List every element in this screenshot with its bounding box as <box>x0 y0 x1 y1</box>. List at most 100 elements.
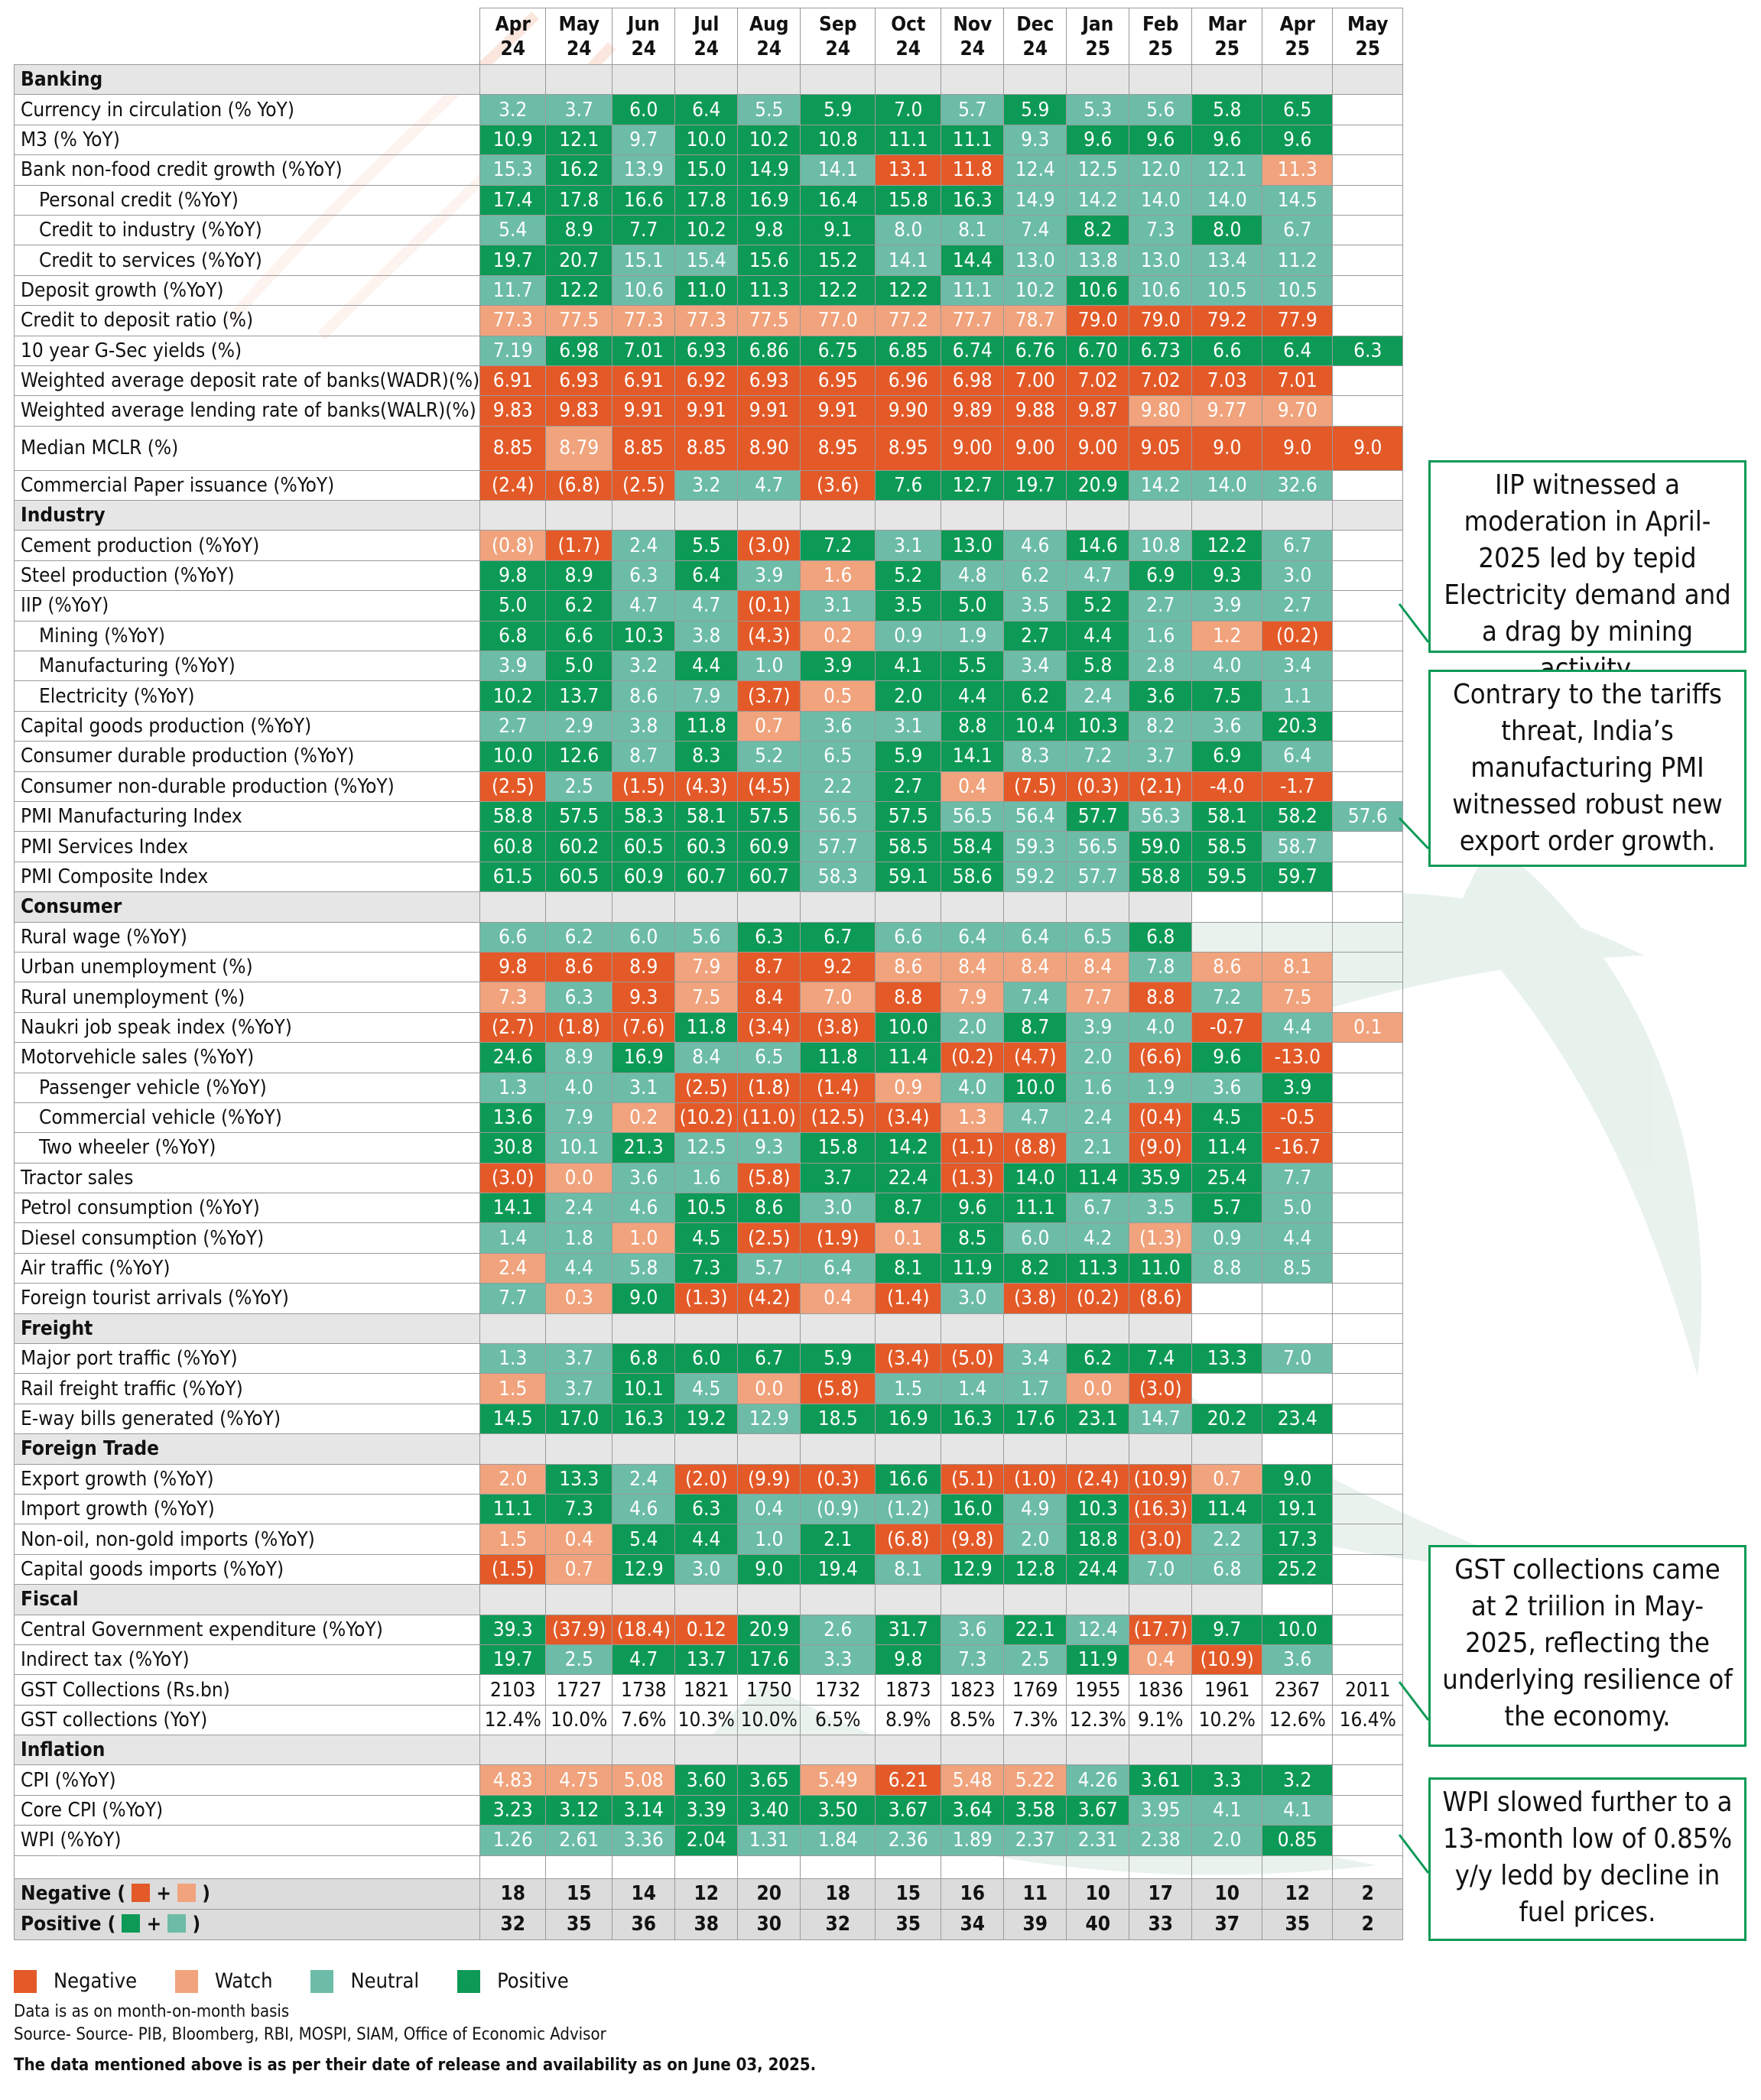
value-cell: 77.0 <box>800 305 876 336</box>
value-cell: 11.7 <box>479 274 547 307</box>
value-cell: 8.4 <box>941 951 1005 983</box>
value-cell: 9.0 <box>1262 425 1334 471</box>
month-header: Jul 24 <box>674 8 739 65</box>
value-cell: 10.5 <box>674 1193 739 1224</box>
spacer-cell <box>875 1855 942 1879</box>
value-cell: 9.83 <box>479 395 547 427</box>
section-filler-cell <box>479 1735 547 1766</box>
value-cell: (2.4) <box>479 469 547 501</box>
value-cell: 7.2 <box>1066 741 1130 772</box>
value-cell: 60.5 <box>545 861 613 893</box>
value-cell: 11.9 <box>1066 1644 1130 1676</box>
value-cell <box>1332 1493 1404 1525</box>
summary-label-text: Positive <box>21 1913 102 1936</box>
month-header: May 24 <box>545 8 613 65</box>
value-cell: 2.5 <box>545 771 613 802</box>
section-filler-cell <box>737 1735 801 1766</box>
value-cell: 6.9 <box>1191 741 1263 772</box>
month-header: Sep 24 <box>800 8 876 65</box>
value-cell: 10.0 <box>1003 1072 1067 1103</box>
section-filler-cell <box>1066 1313 1130 1345</box>
spacer-cell <box>1003 1855 1067 1879</box>
indicator-row: Mining (%YoY) 6.8 6.6 10.3 3.8 (4.3) 0.2 0.9 1.9… <box>13 620 1404 652</box>
value-cell: (10.2) <box>674 1102 739 1134</box>
month-year: 24 <box>1022 37 1048 60</box>
indicator-row: Major port traffic (%YoY) 1.3 3.7 6.8 6.0 6.7… <box>13 1343 1404 1375</box>
indicator-label: Consumer non-durable production (%YoY) <box>13 771 481 802</box>
value-cell: 9.6 <box>1262 124 1334 156</box>
value-cell: 77.5 <box>737 305 801 336</box>
section-header-row: Consumer <box>13 891 1404 923</box>
section-filler-cell <box>545 1313 613 1345</box>
value-cell: (1.8) <box>737 1072 801 1103</box>
value-cell: 7.3 <box>674 1252 739 1284</box>
value-cell: (12.5) <box>800 1102 876 1134</box>
value-cell: 3.2 <box>674 469 739 501</box>
value-cell: 5.9 <box>800 94 876 125</box>
section-filler-cell <box>800 1433 876 1465</box>
indicator-row: Diesel consumption (%YoY) 1.4 1.8 1.0 4.5 (2.… <box>13 1222 1404 1254</box>
spacer-cell <box>612 1855 676 1879</box>
indicator-row: Two wheeler (%YoY) 30.8 10.1 21.3 12.5 9.3 15.… <box>13 1132 1404 1164</box>
indicator-row: Capital goods imports (%YoY) (1.5) 0.7 12.9… <box>13 1553 1404 1586</box>
value-cell: 6.5 <box>800 741 876 772</box>
month-year: 24 <box>825 37 851 60</box>
month-header: Nov 24 <box>941 8 1005 65</box>
value-cell: 13.0 <box>1129 245 1193 276</box>
section-header-row: Banking <box>13 63 1404 96</box>
value-cell <box>1332 861 1404 893</box>
value-cell: -0.7 <box>1191 1011 1263 1044</box>
value-cell: 3.4 <box>1003 1343 1067 1375</box>
section-filler-cell <box>545 1735 613 1766</box>
section-title: Freight <box>13 1313 481 1345</box>
value-cell: 4.0 <box>1191 651 1263 682</box>
value-cell: 10.0 <box>479 741 547 772</box>
spacer-cell <box>737 1855 801 1879</box>
value-cell: (6.8) <box>545 469 613 501</box>
value-cell: (3.0) <box>737 530 801 561</box>
indicator-label: WPI (%YoY) <box>13 1825 481 1856</box>
value-cell: 7.2 <box>800 530 876 561</box>
summary-count: 35 <box>875 1908 942 1940</box>
value-cell <box>1332 94 1404 125</box>
value-cell: 6.2 <box>545 590 613 622</box>
month-name: Oct <box>891 12 926 36</box>
value-cell: 8.9 <box>545 214 613 246</box>
value-cell: 1823 <box>941 1674 1005 1706</box>
value-cell: 9.7 <box>612 124 676 156</box>
spacer-row <box>13 1855 1404 1879</box>
value-cell: 5.4 <box>479 214 547 246</box>
value-cell: 3.3 <box>1191 1764 1263 1796</box>
section-filler-cell <box>1262 63 1334 96</box>
paren: ) <box>196 1882 210 1906</box>
value-cell: 58.5 <box>875 831 942 862</box>
month-year: 24 <box>960 37 986 60</box>
indicator-row: Rural wage (%YoY) 6.6 6.2 6.0 5.6 6.3 6.7 6.6 6.… <box>13 921 1404 953</box>
value-cell: 58.3 <box>800 861 876 893</box>
value-cell: (1.3) <box>1129 1222 1193 1254</box>
indicator-label: Capital goods production (%YoY) <box>13 710 481 742</box>
value-cell: 6.2 <box>1003 560 1067 592</box>
value-cell: 8.1 <box>941 214 1005 246</box>
value-cell: (1.5) <box>479 1553 547 1586</box>
value-cell: 77.3 <box>612 305 676 336</box>
value-cell: 60.9 <box>612 861 676 893</box>
value-cell: 8.5 <box>941 1222 1005 1254</box>
section-filler-cell <box>545 891 613 923</box>
value-cell: 1.26 <box>479 1825 547 1856</box>
value-cell: 3.7 <box>545 94 613 125</box>
value-cell: 5.8 <box>612 1252 676 1284</box>
indicator-label: Cement production (%YoY) <box>13 530 481 561</box>
value-cell: 8.4 <box>737 982 801 1013</box>
value-cell: 3.6 <box>1262 1644 1334 1676</box>
indicator-label: GST Collections (Rs.bn) <box>13 1674 481 1706</box>
month-header: Feb 25 <box>1129 8 1193 65</box>
value-cell: 14.1 <box>941 741 1005 772</box>
indicator-label: Mining (%YoY) <box>13 620 481 652</box>
value-cell: 8.2 <box>1003 1252 1067 1284</box>
section-filler-cell <box>941 63 1005 96</box>
value-cell: 0.7 <box>1191 1463 1263 1495</box>
value-cell: 10.2 <box>479 680 547 712</box>
section-filler-cell <box>479 1584 547 1615</box>
value-cell: 8.79 <box>545 425 613 471</box>
